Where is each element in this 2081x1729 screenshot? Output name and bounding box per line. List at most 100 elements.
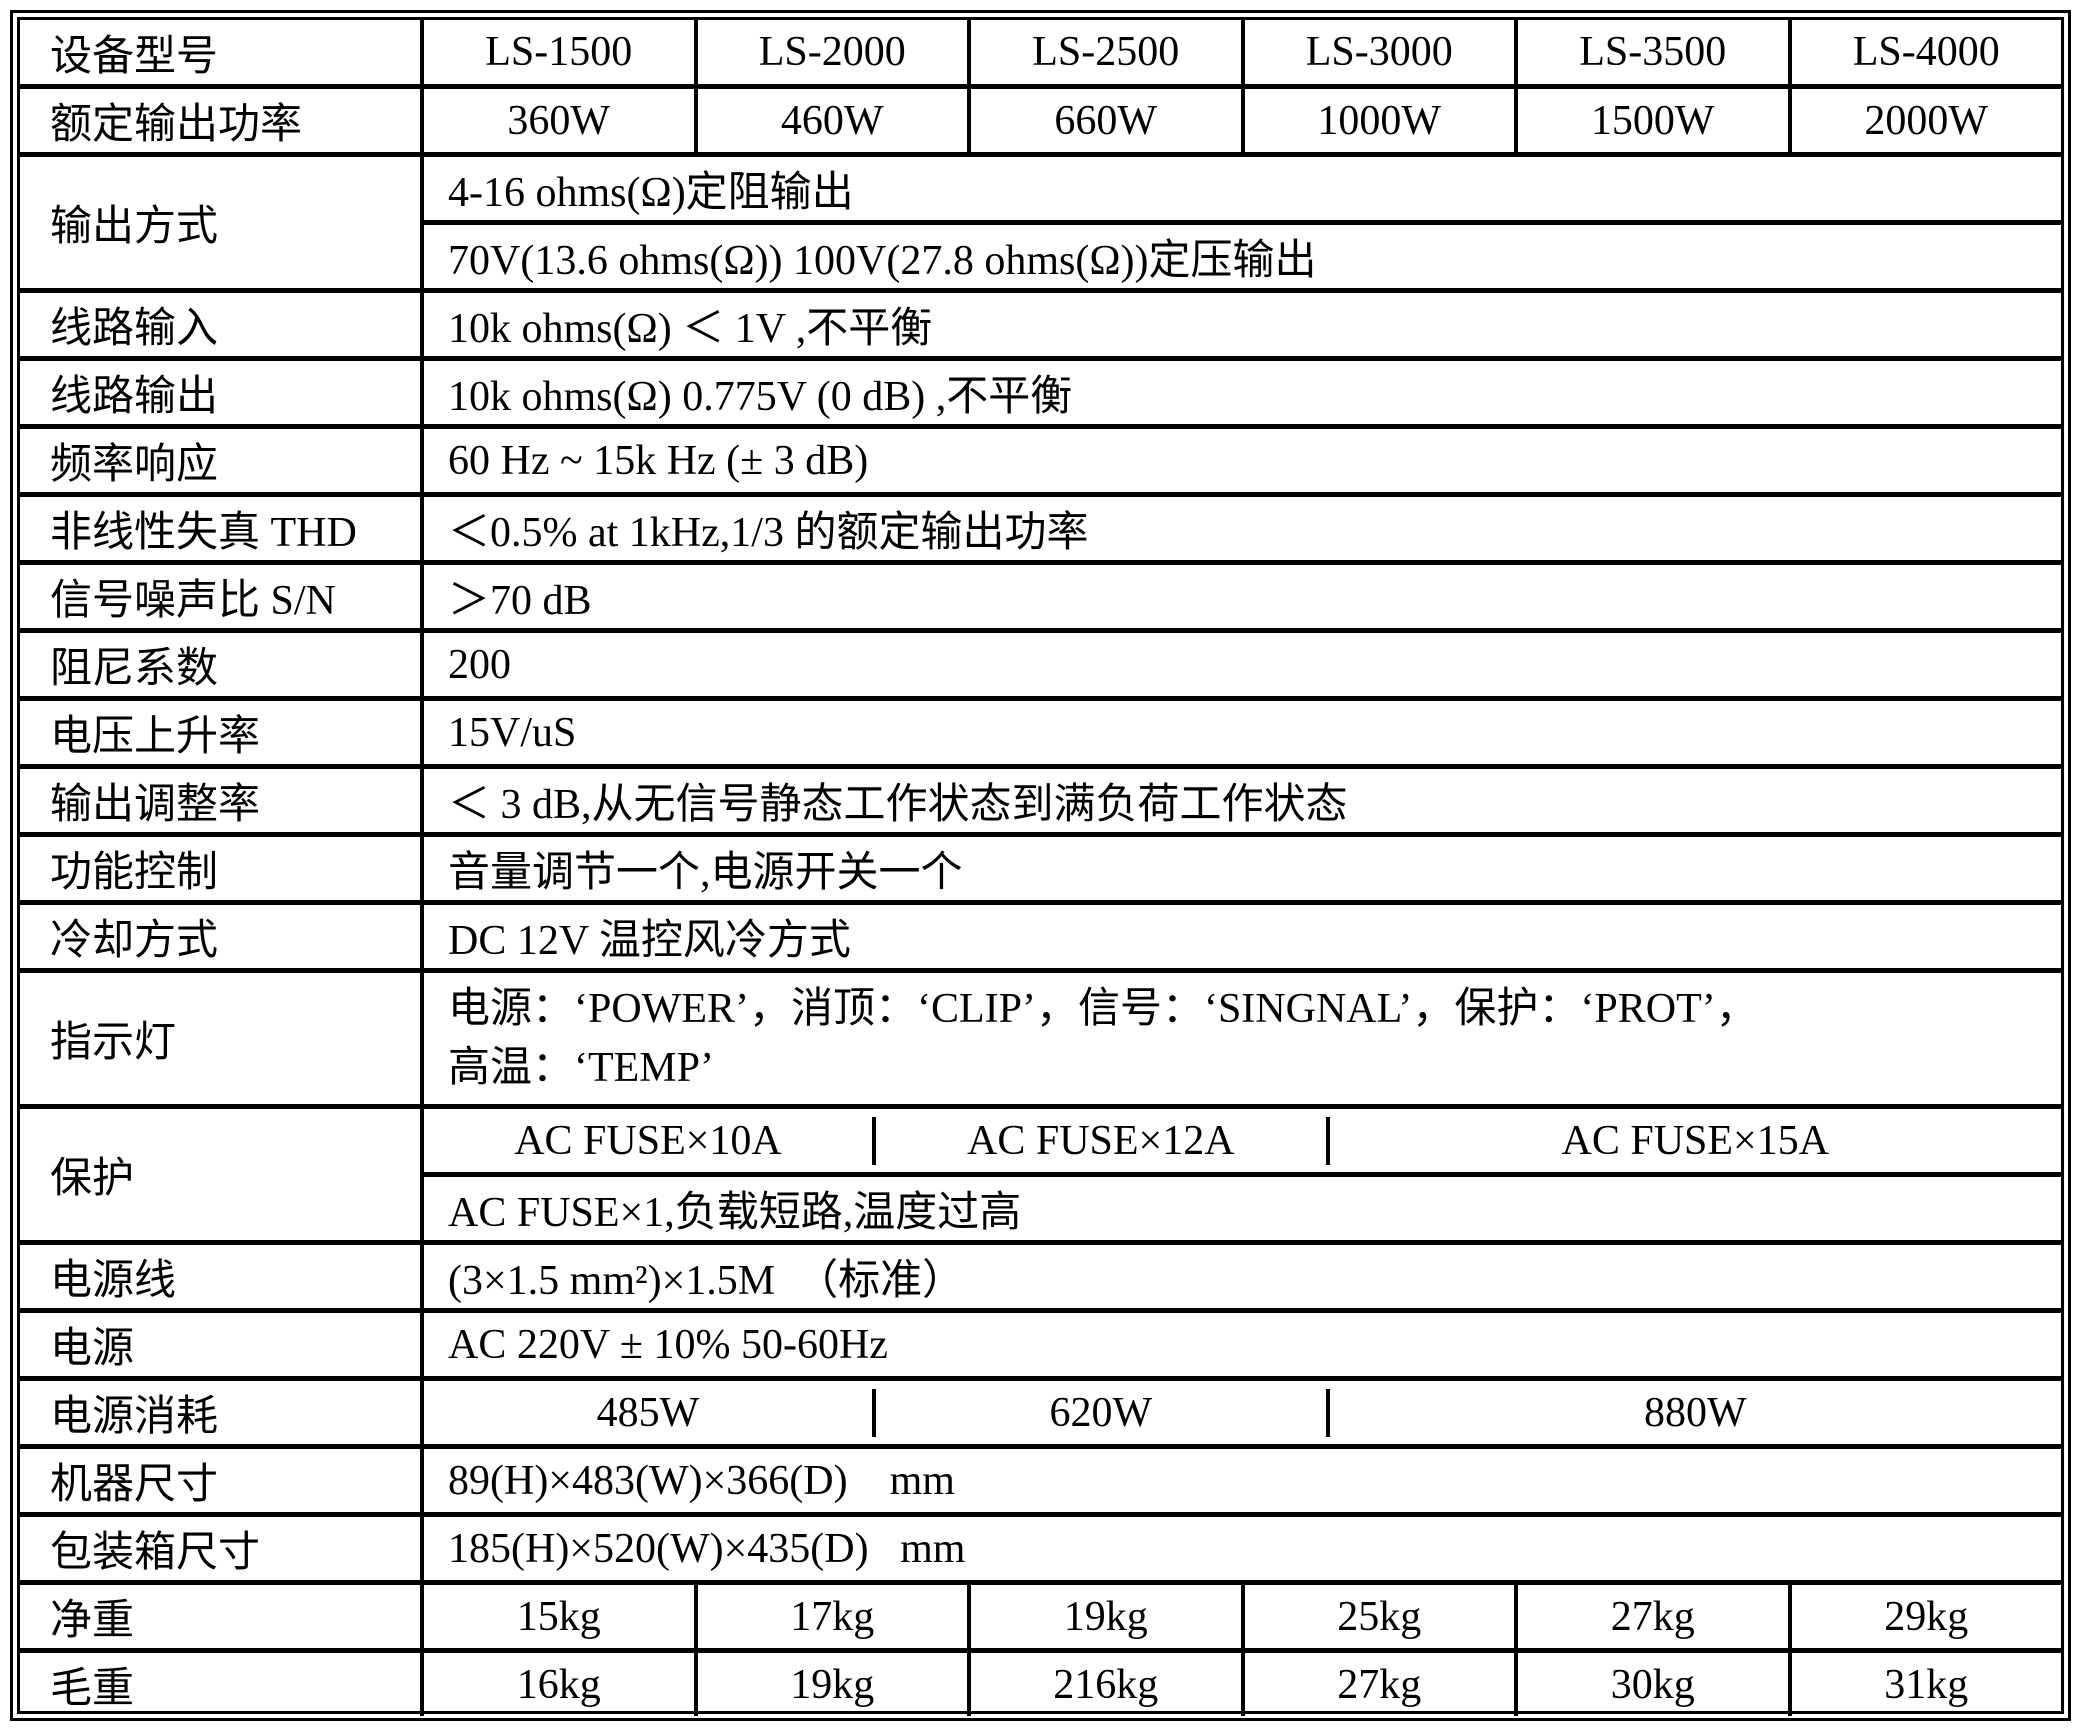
output-mode-constant-voltage: 70V(13.6 ohms(Ω)) 100V(27.8 ohms(Ω))定压输出	[424, 220, 2061, 288]
model-name-cell: LS-2000	[693, 20, 968, 84]
gross-weight-cell: 16kg	[420, 1653, 694, 1716]
net-weight-cell: 29kg	[1787, 1585, 2062, 1648]
power-supply-value: AC 220V ± 10% 50-60Hz	[420, 1313, 2061, 1376]
row-label-damping-factor: 阻尼系数	[50, 646, 219, 692]
row-power-cord: 电源线 (3×1.5 mm²)×1.5M （标准）	[20, 1240, 2061, 1308]
row-label-power-cord: 电源线	[50, 1258, 177, 1304]
indicators-line2: 高温：‘TEMP’	[448, 1044, 714, 1091]
row-power-supply: 电源 AC 220V ± 10% 50-60Hz	[20, 1308, 2061, 1376]
power-consumption-cell: 880W	[1325, 1388, 2061, 1437]
gross-weight-cell: 19kg	[693, 1653, 968, 1716]
gross-weight-cell: 27kg	[1240, 1653, 1515, 1716]
indicators-value: 电源：‘POWER’，消顶：‘CLIP’，信号：‘SINGNAL’，保护：‘PR…	[420, 973, 2061, 1104]
row-rated-power: 额定输出功率 360W 460W 660W 1000W 1500W 2000W	[20, 84, 2061, 152]
row-label-carton-size: 包装箱尺寸	[50, 1530, 261, 1576]
model-name-cell: LS-3500	[1514, 20, 1788, 84]
row-label-frequency-response: 频率响应	[50, 442, 219, 488]
rated-power-cell: 360W	[420, 89, 694, 152]
function-controls-value: 音量调节一个,电源开关一个	[420, 837, 2061, 900]
net-weight-cell: 25kg	[1240, 1585, 1515, 1648]
damping-factor-value: 200	[420, 633, 2061, 696]
power-consumption-cell: 485W	[596, 1389, 700, 1436]
row-label-net-weight: 净重	[50, 1598, 135, 1644]
row-label-power-supply: 电源	[50, 1326, 135, 1372]
line-output-value: 10k ohms(Ω) 0.775V (0 dB) ,不平衡	[420, 361, 2061, 424]
fuse-rating-cell: AC FUSE×10A	[514, 1117, 782, 1164]
row-frequency-response: 频率响应 60 Hz ~ 15k Hz (± 3 dB)	[20, 424, 2061, 492]
carton-size-value: 185(H)×520(W)×435(D) mm	[420, 1517, 2061, 1580]
net-weight-cell: 19kg	[967, 1585, 1241, 1648]
gross-weight-cell: 31kg	[1787, 1653, 2062, 1716]
line-input-value: 10k ohms(Ω) ＜ 1V ,不平衡	[420, 293, 2061, 356]
row-label-cooling: 冷却方式	[50, 918, 219, 964]
row-carton-size: 包装箱尺寸 185(H)×520(W)×435(D) mm	[20, 1512, 2061, 1580]
power-consumption-content: 485W 620W 880W	[420, 1381, 2061, 1444]
model-name-cell: LS-2500	[967, 20, 1241, 84]
row-indicators: 指示灯 电源：‘POWER’，消顶：‘CLIP’，信号：‘SINGNAL’，保护…	[20, 968, 2061, 1104]
row-label-unit-size: 机器尺寸	[50, 1462, 219, 1508]
cooling-value: DC 12V 温控风冷方式	[420, 905, 2061, 968]
row-label-output-mode: 输出方式	[50, 204, 219, 250]
row-label-power-consumption: 电源消耗	[50, 1394, 219, 1440]
row-slew-rate: 电压上升率 15V/uS	[20, 696, 2061, 764]
row-gross-weight: 毛重 16kg 19kg 216kg 27kg 30kg 31kg	[20, 1648, 2061, 1716]
row-thd: 非线性失真 THD ＜0.5% at 1kHz,1/3 的额定输出功率	[20, 492, 2061, 560]
thd-value: ＜0.5% at 1kHz,1/3 的额定输出功率	[420, 497, 2061, 560]
gross-weight-cell: 30kg	[1514, 1653, 1788, 1716]
protection-line2: AC FUSE×1,负载短路,温度过高	[448, 1190, 1022, 1236]
net-weight-cell: 27kg	[1514, 1585, 1788, 1648]
output-mode-constant-impedance: 4-16 ohms(Ω)定阻输出	[424, 157, 2061, 220]
row-label-rated-power: 额定输出功率	[50, 102, 303, 148]
net-weight-cell: 15kg	[420, 1585, 694, 1648]
slew-rate-value: 15V/uS	[420, 701, 2061, 764]
protection-conditions: AC FUSE×1,负载短路,温度过高	[424, 1172, 2061, 1240]
model-name-cell: LS-1500	[420, 20, 694, 84]
row-snr: 信号噪声比 S/N ＞70 dB	[20, 560, 2061, 628]
model-name-cell: LS-3000	[1240, 20, 1515, 84]
output-mode-content: 4-16 ohms(Ω)定阻输出 70V(13.6 ohms(Ω)) 100V(…	[420, 157, 2061, 288]
frequency-response-value: 60 Hz ~ 15k Hz (± 3 dB)	[420, 429, 2061, 492]
row-unit-size: 机器尺寸 89(H)×483(W)×366(D) mm	[20, 1444, 2061, 1512]
row-device-model: 设备型号 LS-1500 LS-2000 LS-2500 LS-3000 LS-…	[20, 20, 2061, 84]
row-label-gross-weight: 毛重	[50, 1666, 135, 1712]
row-label-function-controls: 功能控制	[50, 850, 219, 896]
rated-power-cell: 460W	[693, 89, 968, 152]
fuse-rating-cell: AC FUSE×15A	[1325, 1116, 2061, 1165]
row-line-input: 线路输入 10k ohms(Ω) ＜ 1V ,不平衡	[20, 288, 2061, 356]
protection-content: AC FUSE×10A AC FUSE×12A AC FUSE×15A AC F…	[420, 1109, 2061, 1240]
indicators-line1: 电源：‘POWER’，消顶：‘CLIP’，信号：‘SINGNAL’，保护：‘PR…	[448, 985, 1758, 1032]
unit-size-value: 89(H)×483(W)×366(D) mm	[420, 1449, 2061, 1512]
output-mode-line1: 4-16 ohms(Ω)定阻输出	[448, 170, 854, 216]
rated-power-cell: 2000W	[1787, 89, 2062, 152]
row-output-regulation: 输出调整率 ＜ 3 dB,从无信号静态工作状态到满负荷工作状态	[20, 764, 2061, 832]
row-label-protection: 保护	[50, 1156, 135, 1202]
model-name-cell: LS-4000	[1787, 20, 2062, 84]
rated-power-cell: 660W	[967, 89, 1241, 152]
gross-weight-cell: 216kg	[967, 1653, 1241, 1716]
output-regulation-value: ＜ 3 dB,从无信号静态工作状态到满负荷工作状态	[420, 769, 2061, 832]
row-label-line-output: 线路输出	[50, 374, 219, 420]
row-output-mode: 输出方式 4-16 ohms(Ω)定阻输出 70V(13.6 ohms(Ω)) …	[20, 152, 2061, 288]
row-power-consumption: 电源消耗 485W 620W 880W	[20, 1376, 2061, 1444]
output-mode-line2: 70V(13.6 ohms(Ω)) 100V(27.8 ohms(Ω))定压输出	[448, 238, 1317, 284]
fuse-rating-cell: AC FUSE×12A	[871, 1116, 1326, 1165]
protection-fuse-ratings: AC FUSE×10A AC FUSE×12A AC FUSE×15A	[424, 1109, 2061, 1172]
rated-power-cell: 1500W	[1514, 89, 1788, 152]
row-label-snr: 信号噪声比 S/N	[50, 578, 336, 624]
row-label-indicators: 指示灯	[50, 1020, 177, 1066]
spec-table: 设备型号 LS-1500 LS-2000 LS-2500 LS-3000 LS-…	[10, 10, 2071, 1721]
row-function-controls: 功能控制 音量调节一个,电源开关一个	[20, 832, 2061, 900]
row-label-thd: 非线性失真 THD	[50, 510, 357, 556]
row-label-line-input: 线路输入	[50, 306, 219, 352]
row-net-weight: 净重 15kg 17kg 19kg 25kg 27kg 29kg	[20, 1580, 2061, 1648]
row-line-output: 线路输出 10k ohms(Ω) 0.775V (0 dB) ,不平衡	[20, 356, 2061, 424]
row-cooling: 冷却方式 DC 12V 温控风冷方式	[20, 900, 2061, 968]
row-label-device-model: 设备型号	[50, 33, 219, 80]
snr-value: ＞70 dB	[420, 565, 2061, 628]
row-damping-factor: 阻尼系数 200	[20, 628, 2061, 696]
row-label-output-regulation: 输出调整率	[50, 782, 261, 828]
power-cord-value: (3×1.5 mm²)×1.5M （标准）	[420, 1245, 2061, 1308]
row-label-slew-rate: 电压上升率	[50, 714, 261, 760]
net-weight-cell: 17kg	[693, 1585, 968, 1648]
rated-power-cell: 1000W	[1240, 89, 1515, 152]
